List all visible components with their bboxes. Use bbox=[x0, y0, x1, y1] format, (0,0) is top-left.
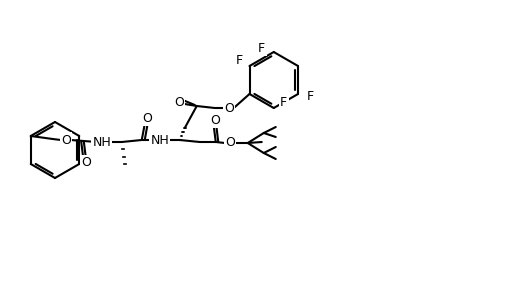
Text: O: O bbox=[225, 136, 235, 150]
Text: O: O bbox=[174, 95, 184, 108]
Text: F: F bbox=[258, 41, 265, 55]
Text: O: O bbox=[61, 134, 71, 147]
Text: O: O bbox=[210, 114, 220, 126]
Text: O: O bbox=[224, 102, 234, 114]
Text: F: F bbox=[280, 95, 287, 108]
Text: NH: NH bbox=[93, 136, 111, 148]
Text: F: F bbox=[306, 89, 313, 103]
Text: O: O bbox=[81, 156, 90, 170]
Text: O: O bbox=[142, 111, 152, 125]
Text: NH: NH bbox=[151, 134, 169, 147]
Text: F: F bbox=[236, 54, 243, 66]
